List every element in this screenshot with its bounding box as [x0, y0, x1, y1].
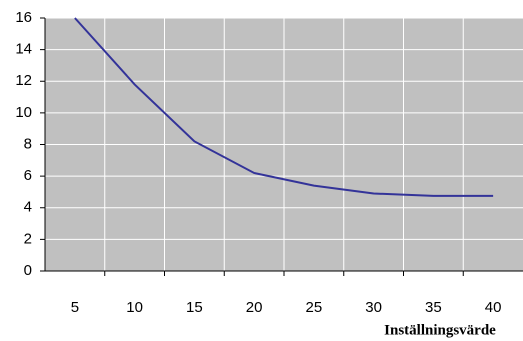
y-tick-label: 8: [24, 135, 32, 152]
y-tick-label: 0: [24, 262, 32, 279]
y-tick-label: 12: [15, 72, 32, 89]
y-tick-label: 16: [15, 9, 32, 26]
x-axis-label: Inställningsvärde: [384, 322, 496, 338]
y-tick-label: 10: [15, 104, 32, 121]
x-tick-label: 10: [126, 299, 143, 316]
y-tick-label: 4: [24, 199, 32, 216]
x-tick-label: 40: [485, 299, 502, 316]
line-series: [74, 17, 494, 197]
x-tick-label: 5: [71, 299, 79, 316]
x-tick-label: 15: [186, 299, 203, 316]
y-tick-label: 2: [24, 230, 32, 247]
y-tick-label: 14: [15, 41, 32, 58]
x-tick-label: 20: [246, 299, 263, 316]
x-tick-label: 35: [425, 299, 442, 316]
x-tick-label: 30: [365, 299, 382, 316]
y-tick-label: 6: [24, 167, 32, 184]
x-tick-label: 25: [306, 299, 323, 316]
